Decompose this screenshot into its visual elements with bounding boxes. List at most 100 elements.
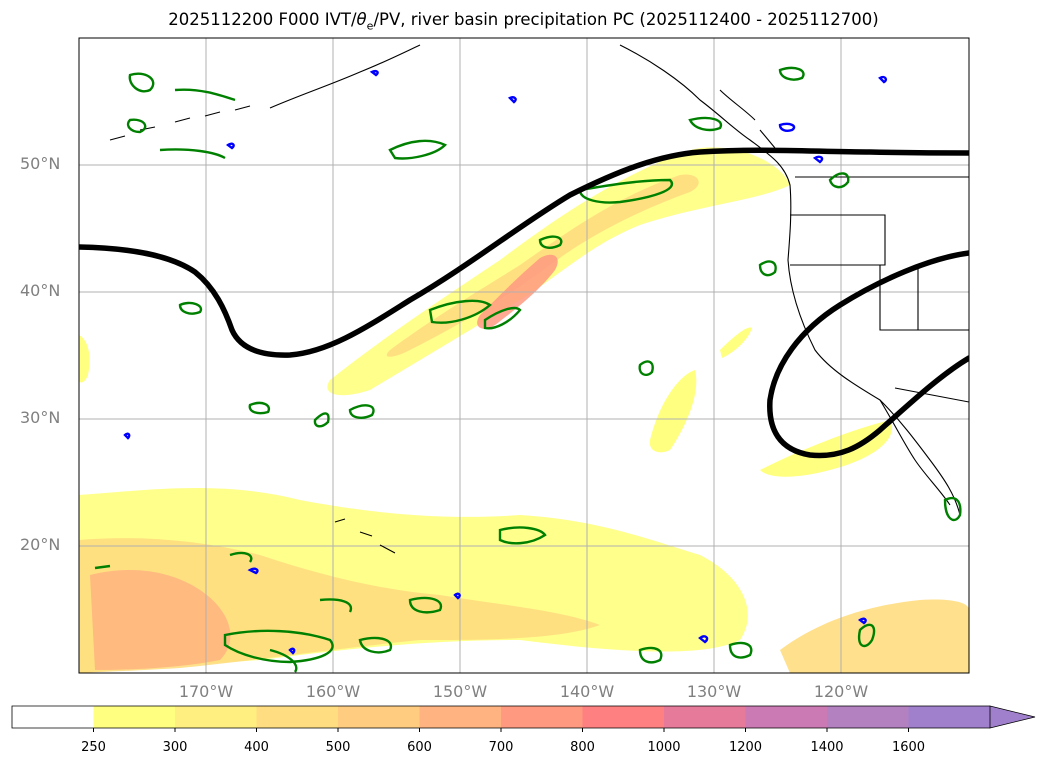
theta-e-contour <box>408 596 443 614</box>
theta-e-contour <box>498 526 547 545</box>
lat-label-40: 40°N <box>20 281 61 300</box>
theta-e-contour <box>688 116 723 132</box>
ivt-patch-2 <box>760 420 892 477</box>
colorbar-segment <box>338 706 420 728</box>
colorbar-segment <box>93 706 176 728</box>
pv-contour <box>778 122 796 132</box>
theta-e-contour <box>638 646 663 664</box>
ivt-shading <box>79 147 969 673</box>
theta-e-contour <box>248 401 271 415</box>
coastline-baja <box>879 399 951 506</box>
theta-e-contour <box>319 598 353 613</box>
theta-e-contour <box>483 306 522 330</box>
coastline-aleutians <box>109 105 251 141</box>
pv-contour <box>857 617 867 625</box>
theta-e-contour <box>174 88 236 102</box>
pv-contour <box>369 70 379 77</box>
pv-contour <box>225 142 235 150</box>
theta-e-contour <box>223 629 334 664</box>
theta-e-contour <box>857 623 876 648</box>
lat-label-30: 30°N <box>20 408 61 427</box>
colorbar <box>11 705 1036 732</box>
pv-contour <box>288 647 296 655</box>
colorbar-segment <box>908 706 991 728</box>
colorbar-tick-label: 1400 <box>810 740 844 755</box>
ivt-patch-3 <box>79 335 90 383</box>
jet-contours <box>79 147 969 459</box>
colorbar-segment <box>256 706 339 728</box>
colorbar-tick-label: 1600 <box>891 740 926 755</box>
lon-label-170: 170°W <box>178 682 234 701</box>
lon-label-160: 160°W <box>305 682 361 701</box>
theta-e-contour <box>313 412 330 428</box>
theta-e-contour <box>358 636 393 654</box>
theta-e-contour <box>538 235 563 249</box>
colorbar-segment <box>745 706 828 728</box>
coastlines <box>109 44 969 554</box>
colorbar-tick-label: 300 <box>162 740 188 755</box>
colorbar-tick-label: 500 <box>325 740 351 755</box>
ivt-patch-4 <box>720 327 752 358</box>
pv-contour <box>123 432 131 440</box>
border-us-mexico <box>894 387 969 403</box>
lon-label-140: 140°W <box>559 682 615 701</box>
colorbar-tick-label: 400 <box>244 740 269 755</box>
theta-e-contour <box>128 72 155 93</box>
pv-contour <box>812 155 824 164</box>
theta-e-contour <box>578 178 674 204</box>
pv-contour <box>878 75 888 84</box>
ivt-patch-1 <box>649 370 697 453</box>
colorbar-segment <box>664 706 746 728</box>
colorbar-tick-label: 1000 <box>647 740 681 755</box>
colorbar-tick-label: 1200 <box>728 740 763 755</box>
colorbar-segment <box>175 706 257 728</box>
theta-e-contour <box>778 66 805 81</box>
colorbar-segment <box>827 706 909 728</box>
theta-e-contour <box>728 641 753 659</box>
lat-label-50: 50°N <box>20 154 61 173</box>
theta-e-contour <box>269 648 298 673</box>
colorbar-extend-arrow <box>989 705 1036 729</box>
theta-e-contour <box>229 551 253 563</box>
jet-contour-main <box>79 147 969 358</box>
theta-e-contour <box>159 148 226 160</box>
colorbar-segment <box>419 706 502 728</box>
coastline-bc-islands <box>719 89 776 149</box>
coastline-hawaii <box>334 518 396 554</box>
border-states <box>790 214 969 331</box>
coastline-alaska-peninsula <box>269 44 421 109</box>
colorbar-tick-label: 600 <box>407 740 432 755</box>
colorbar-segment <box>12 706 94 728</box>
ivt-band-south-core <box>90 570 231 670</box>
pv-contour <box>247 567 259 575</box>
pv-contour <box>453 592 461 600</box>
lon-label-120: 120°W <box>813 682 869 701</box>
colorbar-tick-label: 700 <box>488 740 514 755</box>
theta-e-contour <box>638 360 654 376</box>
theta-e-contour <box>943 496 962 522</box>
colorbar-tick-label: 250 <box>81 740 106 755</box>
pv-contours <box>123 70 888 655</box>
gridlines <box>79 38 969 673</box>
colorbar-tick-label: 800 <box>570 740 595 755</box>
lon-label-150: 150°W <box>432 682 488 701</box>
plot-title: 2025112200 F000 IVT/θe/PV, river basin p… <box>168 10 879 33</box>
ivt-band-ar-outer <box>327 147 790 396</box>
lon-label-130: 130°W <box>686 682 742 701</box>
theta-e-contour <box>94 564 111 570</box>
jet-contour-south-arc <box>767 250 969 459</box>
theta-e-contour <box>348 404 375 419</box>
theta-e-contour <box>828 172 850 189</box>
theta-e-contour <box>126 118 147 134</box>
theta-e-contour <box>428 299 492 324</box>
theta-e-contours <box>94 66 962 673</box>
coastline-north-america <box>619 44 961 516</box>
pv-contour <box>698 635 709 644</box>
pv-contour <box>507 96 517 104</box>
theta-e-contour <box>388 139 448 160</box>
map-frame <box>78 37 970 674</box>
theta-e-contour <box>178 301 203 315</box>
lat-label-20: 20°N <box>20 535 61 554</box>
colorbar-segment <box>501 706 583 728</box>
